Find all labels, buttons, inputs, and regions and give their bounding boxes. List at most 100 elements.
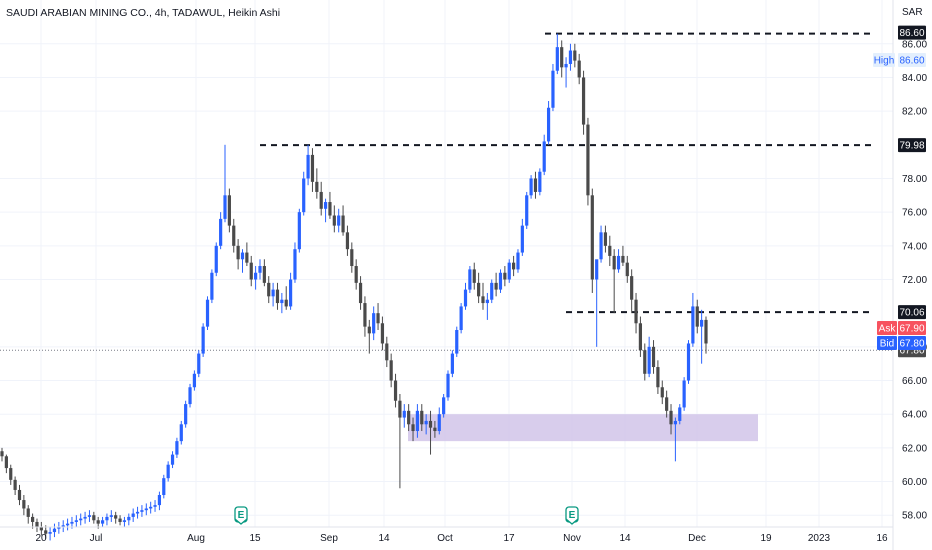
candle-body bbox=[446, 373, 450, 398]
candle-body bbox=[472, 269, 476, 283]
candle-body bbox=[433, 427, 437, 432]
time-tick-label: Aug bbox=[187, 533, 205, 544]
price-tick-label: 78.00 bbox=[902, 174, 927, 185]
candle-body bbox=[48, 532, 52, 534]
candle-body bbox=[118, 518, 122, 522]
candle-body bbox=[13, 479, 17, 490]
candle-body bbox=[468, 269, 472, 290]
earnings-icon: E bbox=[234, 506, 248, 525]
candle-body bbox=[507, 262, 511, 280]
price-axis[interactable]: SAR58.0060.0062.0064.0066.0068.0072.0074… bbox=[892, 0, 927, 550]
candle-body bbox=[595, 259, 599, 280]
candle-body bbox=[179, 424, 183, 442]
candle-body bbox=[415, 410, 420, 432]
candle-body bbox=[350, 249, 354, 267]
candle-body bbox=[608, 245, 612, 256]
time-tick-label: 16 bbox=[876, 533, 888, 544]
candle-body bbox=[542, 141, 546, 172]
candle-body bbox=[162, 478, 166, 496]
time-tick-label: 14 bbox=[619, 533, 631, 544]
candle-body bbox=[341, 215, 345, 233]
candle-body bbox=[65, 523, 70, 526]
candle-body bbox=[184, 404, 188, 425]
high-label: High bbox=[873, 53, 895, 67]
candle-body bbox=[262, 266, 266, 283]
high-label-text: High bbox=[874, 56, 895, 67]
candle-body bbox=[630, 276, 634, 300]
time-tick-label: Oct bbox=[437, 533, 453, 544]
candle-body bbox=[660, 387, 664, 398]
candle-body bbox=[22, 500, 26, 509]
candle-body bbox=[61, 525, 65, 527]
candle-body bbox=[481, 296, 485, 304]
candle-body bbox=[223, 195, 227, 219]
ask-value-bg bbox=[898, 321, 926, 335]
candle-body bbox=[17, 489, 22, 501]
candle-body bbox=[188, 387, 192, 405]
price-tick-label: 62.00 bbox=[902, 443, 927, 454]
candle-body bbox=[57, 527, 61, 529]
candle-body bbox=[74, 520, 78, 522]
candle-body bbox=[149, 506, 153, 509]
candle-body bbox=[232, 225, 236, 246]
candle-body bbox=[280, 299, 284, 304]
candle-body bbox=[625, 262, 629, 277]
time-tick-label: 17 bbox=[503, 533, 515, 544]
time-axis[interactable]: 20 Jul Aug 15 Sep 14 Oct 17 Nov 14 Dec 19 2023 16 bbox=[0, 526, 893, 544]
candle-body bbox=[52, 528, 57, 533]
candle-body bbox=[26, 508, 30, 517]
candle-body bbox=[100, 520, 105, 524]
candle-body bbox=[389, 360, 393, 381]
candle-body bbox=[258, 266, 262, 273]
price-tick-label: 64.00 bbox=[902, 410, 927, 421]
candle-body bbox=[656, 367, 660, 388]
candle-body bbox=[192, 373, 196, 388]
candle-body bbox=[254, 272, 258, 280]
candle-body bbox=[704, 319, 708, 344]
candle-body bbox=[546, 107, 551, 142]
candle-body bbox=[498, 272, 503, 290]
candle-body bbox=[92, 515, 96, 521]
exchange: TADAWUL bbox=[172, 7, 223, 19]
high-value-text: 86.60 bbox=[899, 56, 924, 67]
candle-body bbox=[44, 530, 48, 534]
price-tick-label: 58.00 bbox=[902, 511, 927, 522]
candle-body bbox=[323, 202, 328, 209]
candle-body bbox=[197, 353, 201, 374]
candle-body bbox=[201, 326, 205, 354]
level-badge-top: 86.60 bbox=[898, 25, 926, 40]
candle-body bbox=[319, 191, 323, 209]
price-tick-label: 82.00 bbox=[902, 107, 927, 118]
candle-body bbox=[122, 520, 127, 522]
candle-body bbox=[109, 515, 113, 517]
candle-body bbox=[135, 511, 140, 514]
candle-body bbox=[590, 195, 594, 280]
price-tick-label: 76.00 bbox=[902, 208, 927, 219]
chart-style: Heikin Ashi bbox=[228, 7, 281, 19]
candle-body bbox=[144, 508, 148, 511]
candle-body bbox=[240, 252, 245, 260]
time-tick-label: 19 bbox=[760, 533, 772, 544]
candle-body bbox=[358, 282, 363, 304]
candle-body bbox=[616, 255, 621, 270]
candle-body bbox=[402, 410, 406, 418]
level-badge-top-bg bbox=[898, 25, 926, 40]
candle-body bbox=[393, 380, 398, 401]
candle-body bbox=[87, 515, 92, 517]
candle-body bbox=[367, 326, 371, 334]
time-tick-label: 20 bbox=[35, 533, 47, 544]
time-tick-label: Dec bbox=[688, 533, 706, 544]
candle-body bbox=[551, 70, 555, 108]
candle-body bbox=[485, 299, 489, 304]
time-tick-label: 14 bbox=[378, 533, 390, 544]
interval: 4h bbox=[154, 7, 167, 19]
candle-body bbox=[682, 380, 686, 408]
candle-body bbox=[463, 289, 468, 307]
earnings-icon-tip bbox=[565, 518, 579, 525]
candle-body bbox=[411, 424, 415, 432]
ask-value-text: 67.90 bbox=[899, 324, 924, 335]
candle-body bbox=[398, 400, 402, 418]
candle-body bbox=[293, 249, 297, 280]
